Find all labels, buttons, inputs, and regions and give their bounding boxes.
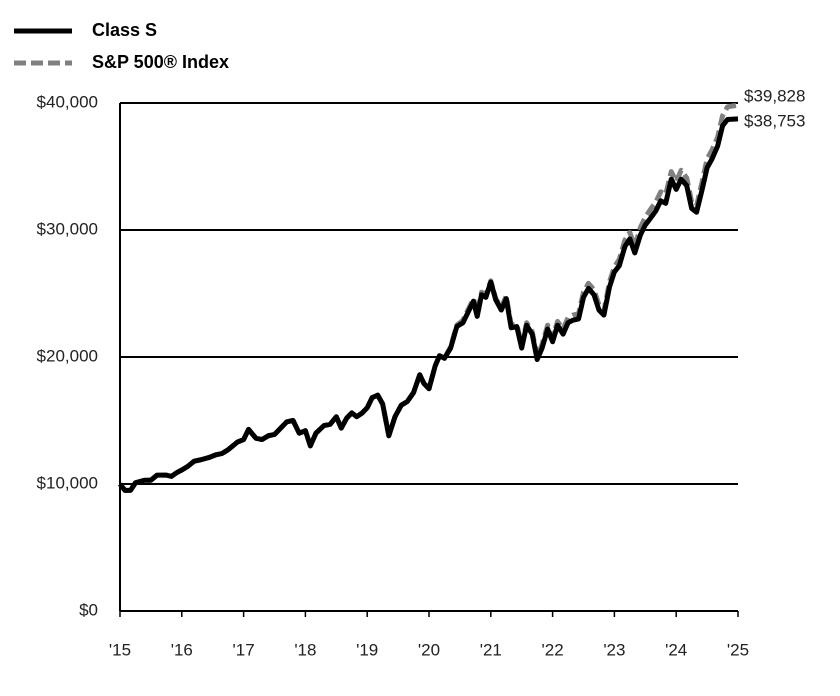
y-tick-label: $0	[79, 600, 98, 619]
x-tick-label: '17	[233, 640, 255, 659]
y-tick-label: $40,000	[37, 92, 98, 111]
legend-label: S&P 500® Index	[92, 52, 229, 72]
x-tick-label: '15	[109, 640, 131, 659]
x-tick-label: '22	[542, 640, 564, 659]
x-tick-label: '25	[727, 640, 749, 659]
y-tick-label: $20,000	[37, 346, 98, 365]
series-line	[118, 102, 739, 493]
x-tick-label: '24	[665, 640, 687, 659]
x-tick-label: '16	[171, 640, 193, 659]
legend-label: Class S	[92, 20, 157, 40]
series-line	[118, 116, 739, 493]
y-tick-label: $30,000	[37, 219, 98, 238]
y-tick-label: $10,000	[37, 473, 98, 492]
x-tick-label: '18	[294, 640, 316, 659]
end-label: $39,828	[744, 87, 805, 106]
x-tick-label: '20	[418, 640, 440, 659]
x-tick-label: '21	[480, 640, 502, 659]
end-label: $38,753	[744, 111, 805, 130]
x-tick-label: '19	[356, 640, 378, 659]
x-tick-label: '23	[603, 640, 625, 659]
